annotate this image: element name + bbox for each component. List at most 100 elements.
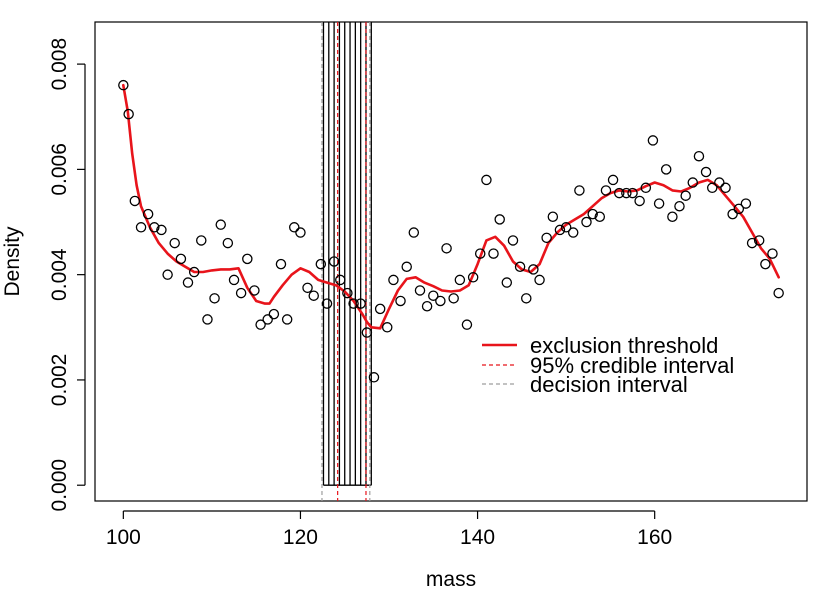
legend-threshold-label: exclusion threshold xyxy=(530,333,718,358)
data-point xyxy=(767,248,778,259)
data-point xyxy=(773,287,784,299)
data-point xyxy=(421,300,433,312)
data-point xyxy=(428,290,439,301)
data-point xyxy=(142,208,154,220)
data-point xyxy=(441,243,452,254)
data-point xyxy=(388,274,399,286)
data-point xyxy=(281,314,293,325)
data-point xyxy=(335,274,346,286)
y-tick-label: 0.002 xyxy=(48,354,71,407)
data-point xyxy=(494,214,505,225)
data-point xyxy=(228,274,240,286)
data-point xyxy=(342,287,353,299)
data-point xyxy=(567,227,579,238)
data-point xyxy=(621,187,632,199)
data-point xyxy=(249,285,260,296)
excluded-region-bars xyxy=(322,22,372,486)
data-point xyxy=(129,195,141,207)
data-point xyxy=(647,135,659,146)
data-point xyxy=(162,269,173,280)
data-point xyxy=(149,222,160,233)
data-point xyxy=(660,164,672,175)
data-point xyxy=(488,248,499,259)
data-point xyxy=(720,182,731,194)
data-point xyxy=(435,295,446,307)
data-point xyxy=(634,195,645,207)
data-point xyxy=(461,319,473,330)
data-point xyxy=(474,248,486,259)
data-point xyxy=(295,227,306,238)
data-point xyxy=(700,166,712,178)
data-point xyxy=(242,253,253,265)
x-tick-label: 160 xyxy=(637,526,672,549)
data-point xyxy=(235,287,247,299)
data-point xyxy=(454,274,466,286)
data-point xyxy=(714,177,725,188)
data-point xyxy=(202,314,213,325)
data-point xyxy=(614,187,625,199)
data-point xyxy=(507,235,519,246)
legend-decision-label: decision interval xyxy=(530,372,688,397)
data-point xyxy=(262,314,273,325)
data-point xyxy=(706,182,718,194)
data-point xyxy=(123,108,134,120)
data-point xyxy=(554,224,566,236)
data-point xyxy=(222,237,234,249)
axes-group: 100 120 140 160 0.000 0.002 0.004 0.006 0.008 mas… xyxy=(1,21,808,591)
legend-credible-label: 95% credible interval xyxy=(530,353,734,378)
data-point xyxy=(528,264,539,275)
data-point xyxy=(401,261,412,273)
data-point xyxy=(169,237,180,249)
data-point xyxy=(215,219,227,230)
data-point xyxy=(395,295,406,307)
data-point xyxy=(693,150,705,162)
x-tick-label: 140 xyxy=(460,526,495,549)
data-point xyxy=(746,237,758,249)
data-point xyxy=(667,211,678,223)
threshold-curve-group xyxy=(122,83,780,330)
data-point xyxy=(308,290,319,301)
data-point xyxy=(348,298,359,309)
y-tick-label: 0.000 xyxy=(48,459,71,512)
data-point xyxy=(594,211,606,223)
data-point xyxy=(727,208,738,220)
data-point xyxy=(640,182,652,194)
data-point xyxy=(289,222,300,233)
x-axis-title: mass xyxy=(426,568,476,591)
data-point xyxy=(687,177,699,188)
data-point xyxy=(135,222,147,233)
data-point xyxy=(255,319,266,330)
data-point xyxy=(414,285,426,296)
data-point xyxy=(268,308,280,320)
data-point xyxy=(355,298,366,309)
data-point xyxy=(209,293,220,304)
data-point xyxy=(501,277,513,288)
data-point xyxy=(541,232,552,244)
y-tick-label: 0.004 xyxy=(48,248,71,301)
data-point xyxy=(600,185,612,196)
data-point xyxy=(680,190,691,201)
data-point xyxy=(733,203,745,215)
data-point xyxy=(196,235,207,246)
data-point xyxy=(740,198,752,209)
data-point xyxy=(627,187,638,199)
data-point xyxy=(534,274,545,286)
data-point xyxy=(302,282,313,294)
data-point xyxy=(315,258,327,270)
y-tick-label: 0.006 xyxy=(48,143,71,196)
x-tick-label: 120 xyxy=(283,526,318,549)
data-point xyxy=(467,272,479,283)
y-axis-title: Density xyxy=(1,226,24,297)
data-point xyxy=(560,222,572,233)
data-point xyxy=(361,327,373,338)
data-point xyxy=(275,258,287,270)
data-point xyxy=(547,211,559,223)
data-point xyxy=(674,200,685,212)
data-point xyxy=(182,277,194,288)
data-point xyxy=(321,298,333,309)
data-point xyxy=(521,293,532,304)
data-point xyxy=(328,256,340,267)
data-point xyxy=(481,174,492,186)
